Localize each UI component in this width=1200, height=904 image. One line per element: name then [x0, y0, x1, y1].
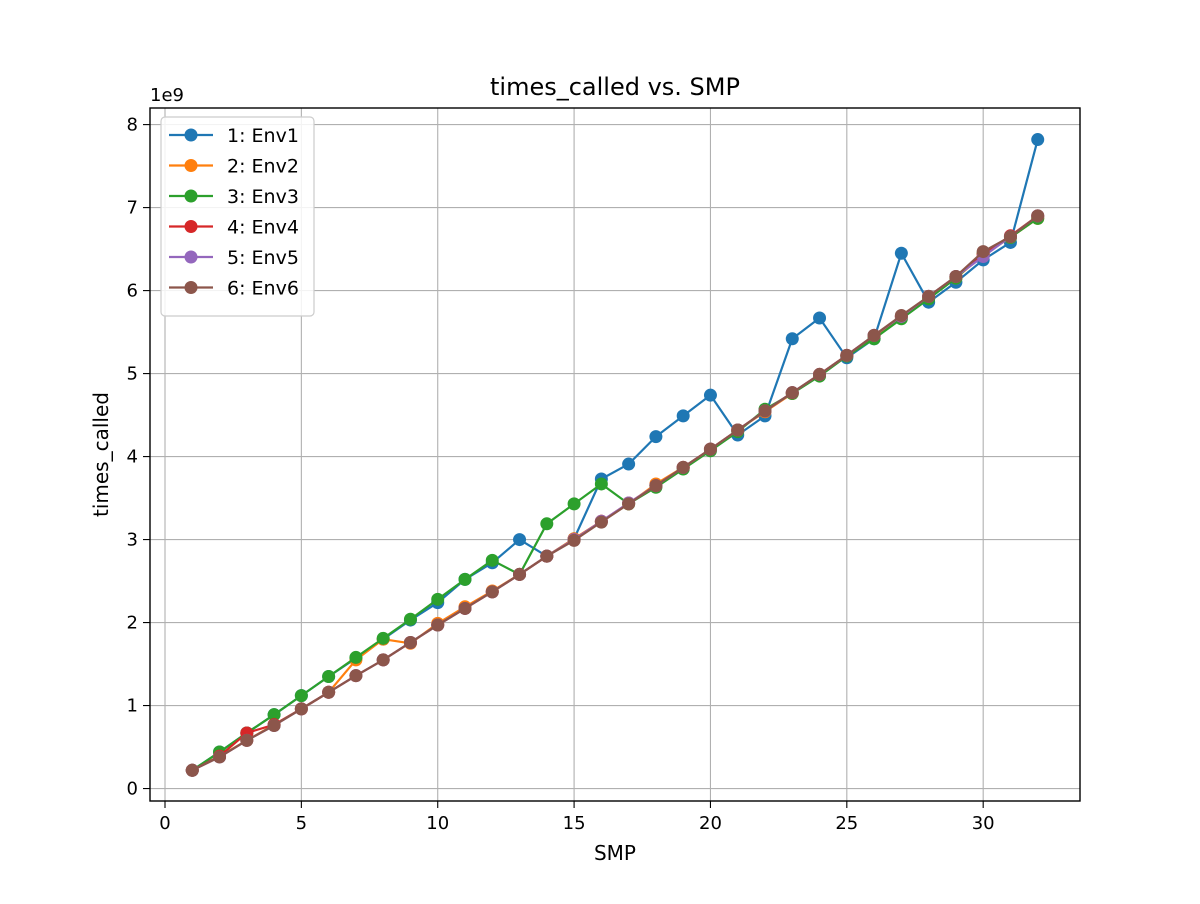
data-point: [240, 733, 254, 747]
data-point: [649, 479, 663, 493]
data-point: [1003, 230, 1017, 244]
data-point: [513, 533, 527, 547]
data-point: [676, 409, 690, 423]
chart-title: times_called vs. SMP: [490, 73, 740, 101]
data-point: [267, 718, 281, 732]
y-tick-label: 8: [127, 115, 138, 136]
data-point: [485, 553, 499, 567]
series-6: [185, 209, 1045, 777]
data-point: [403, 612, 417, 626]
data-point: [676, 460, 690, 474]
x-tick-label: 25: [835, 813, 858, 834]
data-point: [840, 348, 854, 362]
data-point: [703, 442, 717, 456]
y-axis-label: times_called: [89, 392, 113, 517]
data-point: [322, 685, 336, 699]
legend: 1: Env1 2: Env2 3: Env3 4: Env4 5: Env5 6: En…: [160, 116, 315, 317]
legend-box: [160, 116, 315, 317]
data-point: [376, 631, 390, 645]
data-point: [567, 533, 581, 547]
legend-label: 5: Env5: [227, 247, 299, 269]
y-axis-offset-label: 1e9: [150, 85, 184, 106]
data-point: [894, 246, 908, 260]
legend-marker: [184, 189, 198, 203]
data-point: [622, 497, 636, 511]
data-point: [649, 430, 663, 444]
data-point: [458, 572, 472, 586]
data-point: [594, 515, 608, 529]
ticks: 0 5 10 15 20 25 30 0 1 2 3 4 5 6 7 8: [127, 115, 995, 834]
y-tick-label: 7: [127, 198, 138, 219]
y-tick-label: 6: [127, 281, 138, 302]
data-point: [949, 269, 963, 283]
data-point: [513, 567, 527, 581]
data-point: [1031, 133, 1045, 147]
data-point: [594, 477, 608, 491]
data-point: [376, 653, 390, 667]
data-point: [213, 750, 227, 764]
data-point: [894, 308, 908, 322]
x-tick-label: 30: [972, 813, 995, 834]
data-point: [567, 497, 581, 511]
data-point: [185, 763, 199, 777]
data-point: [294, 689, 308, 703]
data-point: [922, 289, 936, 303]
legend-label: 3: Env3: [227, 186, 299, 208]
data-point: [431, 618, 445, 632]
y-tick-label: 1: [127, 696, 138, 717]
data-point: [540, 549, 554, 563]
data-point: [349, 650, 363, 664]
legend-marker: [184, 128, 198, 142]
y-tick-label: 3: [127, 530, 138, 551]
data-point: [431, 592, 445, 606]
x-tick-label: 5: [296, 813, 307, 834]
series-layer: [185, 133, 1045, 777]
data-point: [458, 601, 472, 615]
legend-label: 2: Env2: [227, 156, 299, 178]
legend-label: 6: Env6: [227, 278, 299, 300]
data-point: [731, 423, 745, 437]
legend-marker: [184, 281, 198, 294]
y-tick-label: 5: [127, 364, 138, 385]
legend-marker: [184, 159, 198, 172]
data-point: [813, 367, 827, 381]
x-tick-label: 10: [426, 813, 449, 834]
data-point: [349, 669, 363, 683]
data-point: [622, 457, 636, 471]
x-axis-label: SMP: [594, 841, 636, 865]
data-point: [785, 332, 799, 346]
data-point: [813, 311, 827, 325]
y-tick-label: 4: [127, 447, 138, 468]
legend-marker: [184, 220, 198, 233]
y-tick-label: 2: [127, 613, 138, 634]
data-point: [294, 702, 308, 716]
data-point: [322, 670, 336, 684]
data-point: [758, 404, 772, 418]
data-point: [976, 245, 990, 259]
data-point: [540, 517, 554, 531]
data-point: [1031, 209, 1045, 223]
data-point: [867, 328, 881, 342]
data-point: [485, 585, 499, 599]
data-point: [785, 386, 799, 400]
y-tick-label: 0: [127, 779, 138, 800]
x-tick-label: 20: [699, 813, 722, 834]
x-tick-label: 15: [563, 813, 586, 834]
plot-frame: [149, 107, 1081, 802]
legend-label: 1: Env1: [227, 125, 299, 147]
legend-marker: [184, 250, 198, 264]
data-point: [703, 388, 717, 402]
x-tick-label: 0: [159, 813, 170, 834]
data-point: [403, 635, 417, 649]
legend-label: 4: Env4: [227, 217, 299, 239]
data-point: [267, 708, 281, 722]
